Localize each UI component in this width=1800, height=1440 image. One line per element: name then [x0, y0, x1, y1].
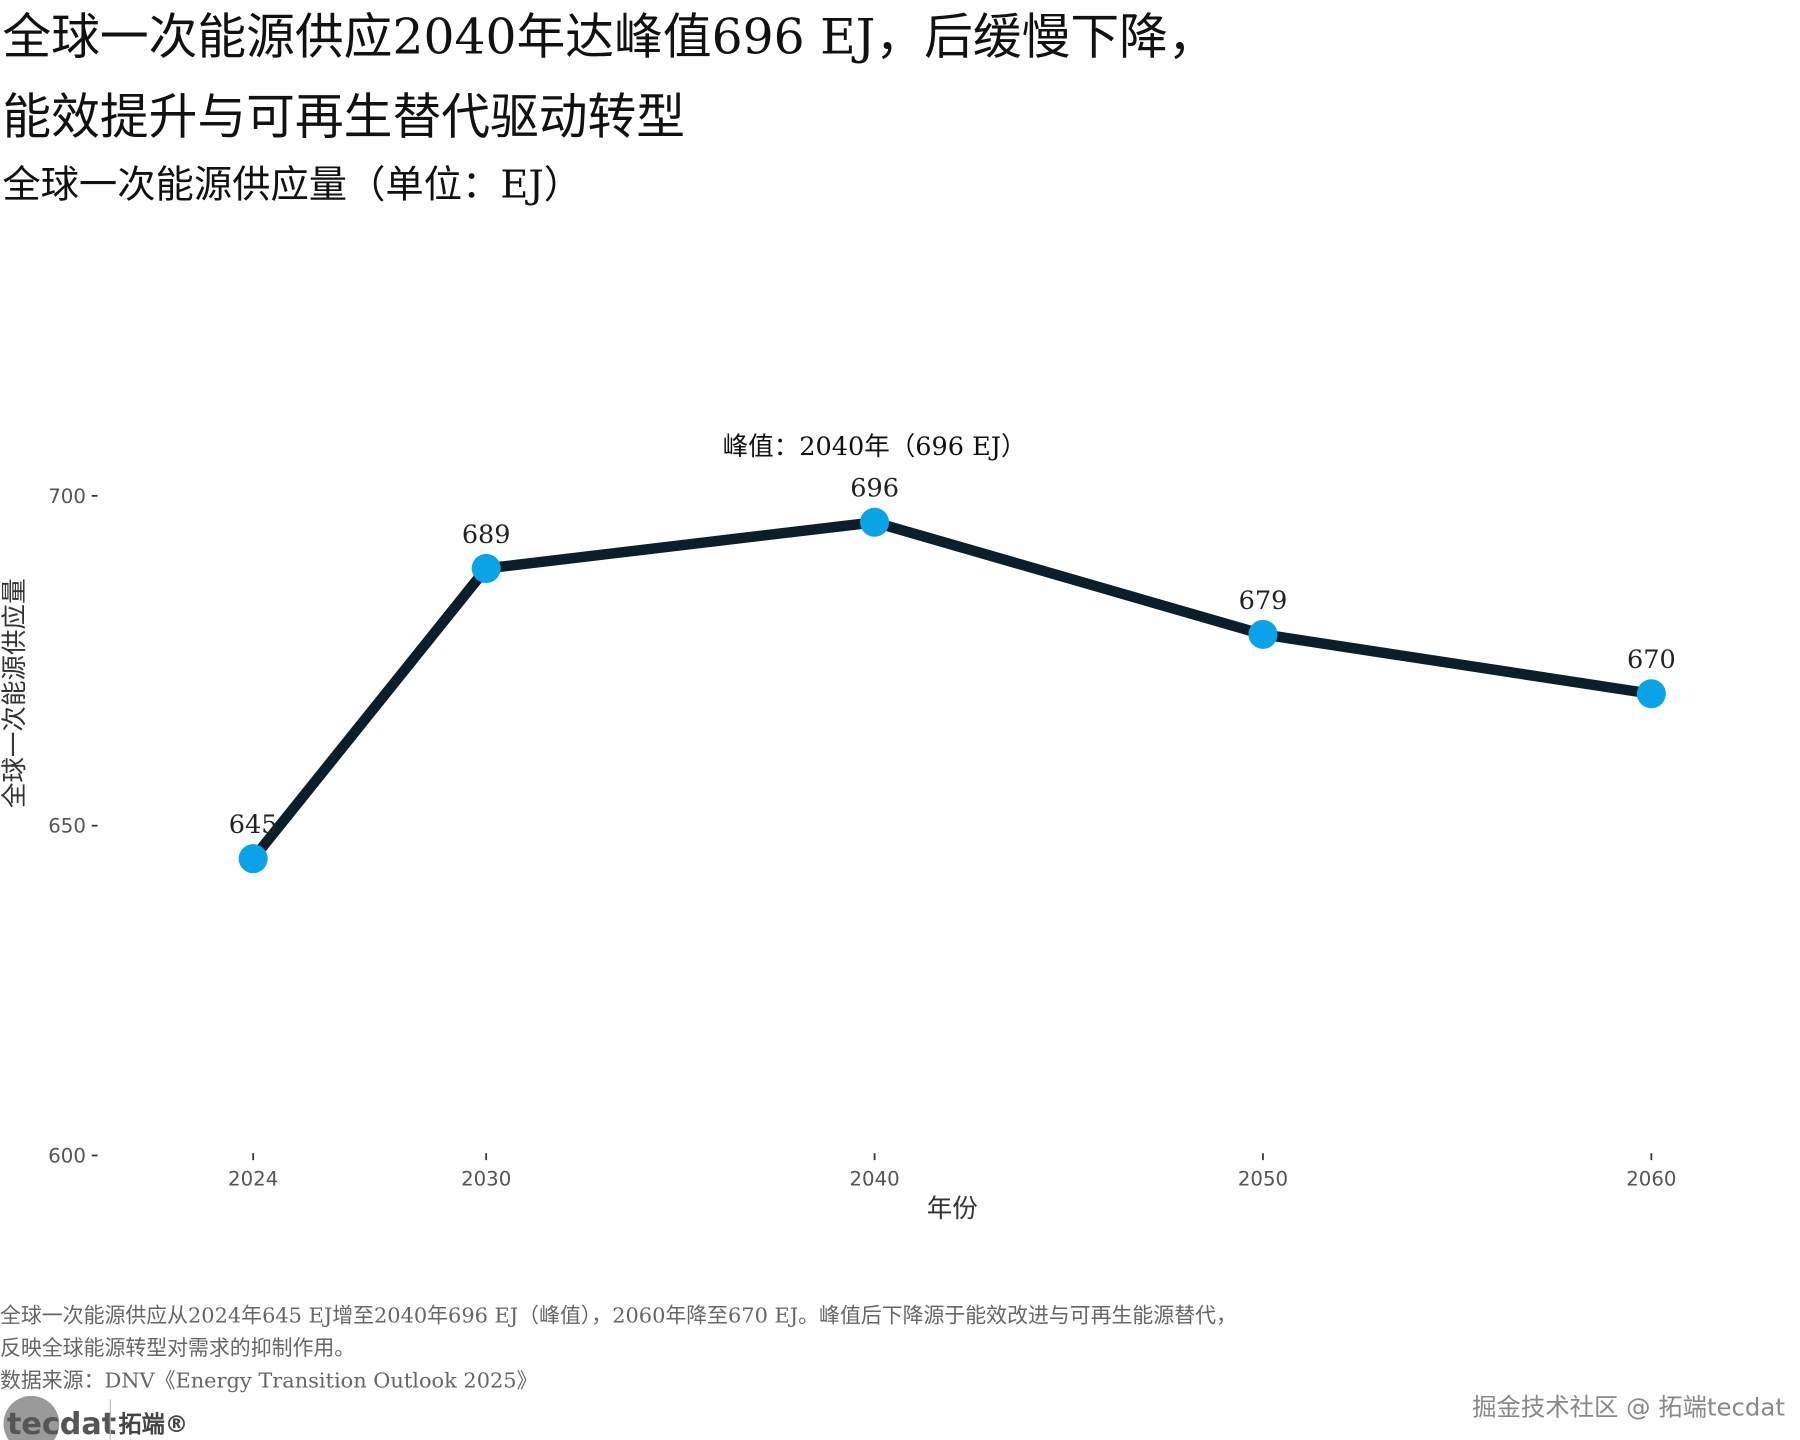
tecdat-logo: tecdat 拓端® — [3, 1395, 188, 1440]
data-point — [238, 844, 268, 874]
data-point — [1636, 679, 1666, 709]
x-tick-label: 2040 — [849, 1168, 899, 1191]
x-tick-label: 2060 — [1626, 1168, 1676, 1191]
data-label: 670 — [1627, 645, 1676, 675]
source-note: 数据来源：DNV《Energy Transition Outlook 2025》 — [0, 1369, 537, 1393]
chart-title-line2: 能效提升与可再生替代驱动转型 — [2, 89, 685, 146]
axes: 600 650 700 2024 2030 2040 2050 2060 — [48, 485, 1676, 1191]
data-label: 696 — [850, 474, 899, 504]
data-point — [471, 553, 501, 583]
chart-title-line1: 全球一次能源供应2040年达峰值696 EJ，后缓慢下降， — [2, 8, 1216, 65]
y-tick-label: 650 — [48, 815, 86, 838]
peak-annotation: 峰值：2040年（696 EJ） — [723, 432, 1027, 462]
x-tick-label: 2030 — [461, 1168, 511, 1191]
x-tick-label: 2024 — [228, 1168, 278, 1191]
data-label: 679 — [1239, 586, 1288, 616]
watermark: 掘金技术社区 @ 拓端tecdat — [1472, 1393, 1785, 1422]
logo-text: tecdat — [7, 1407, 116, 1440]
data-label: 689 — [462, 520, 511, 550]
logo-cn: 拓端® — [118, 1411, 188, 1438]
x-axis-label: 年份 — [927, 1194, 978, 1224]
series: 645 689 696 679 670 峰值：2040年（696 EJ） — [229, 432, 1676, 874]
data-point — [1248, 619, 1278, 649]
y-tick-label: 700 — [48, 485, 86, 508]
data-label: 645 — [229, 810, 278, 840]
caption-line1: 全球一次能源供应从2024年645 EJ增至2040年696 EJ（峰值），20… — [0, 1304, 1237, 1328]
caption-line2: 反映全球能源转型对需求的抑制作用。 — [0, 1336, 355, 1360]
series-line — [249, 517, 1653, 862]
chart-subtitle: 全球一次能源供应量（单位：EJ） — [2, 162, 582, 207]
y-tick-label: 600 — [48, 1144, 86, 1167]
x-tick-label: 2050 — [1238, 1168, 1288, 1191]
data-point — [860, 507, 890, 537]
y-axis-label: 全球一次能源供应量 — [0, 578, 30, 808]
